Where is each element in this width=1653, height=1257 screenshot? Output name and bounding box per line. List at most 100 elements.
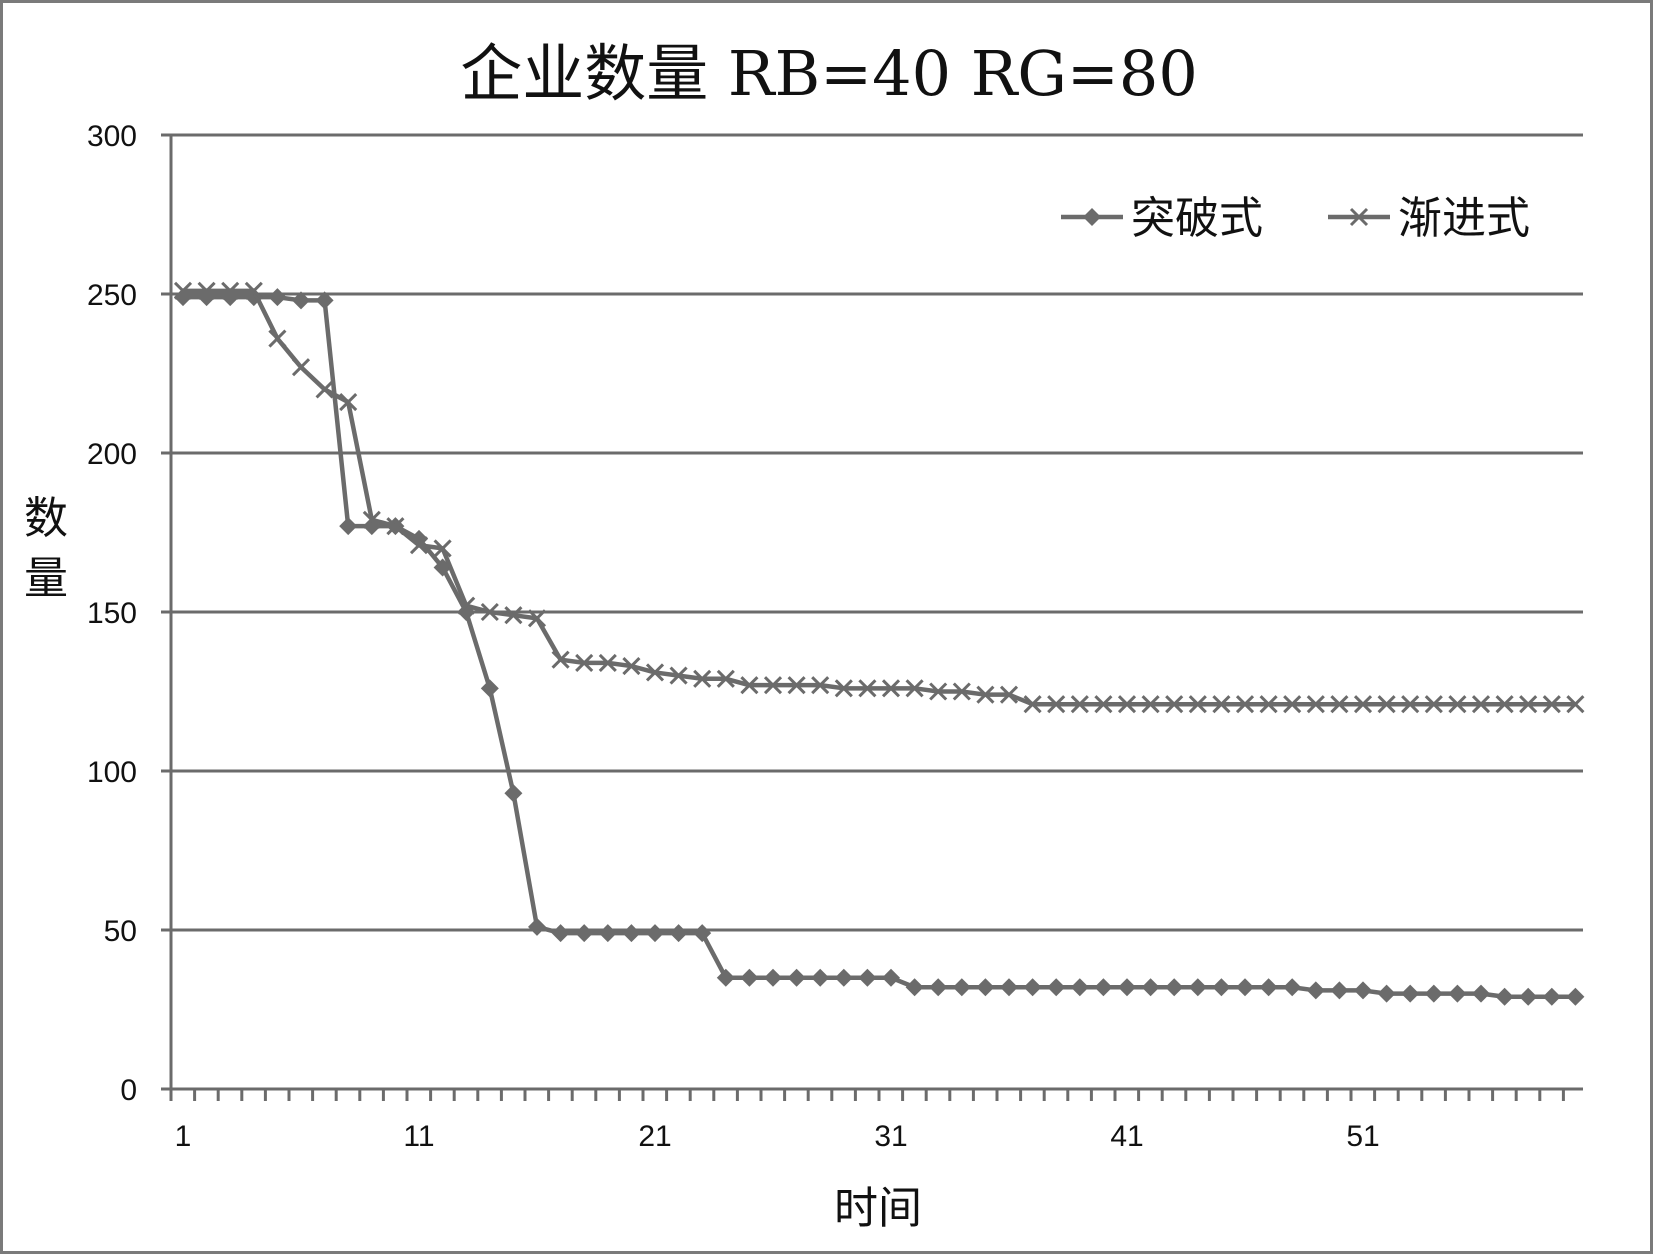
marker-stroke bbox=[315, 380, 334, 399]
y-axis-label: 数 量 bbox=[24, 493, 68, 604]
marker-stroke bbox=[693, 669, 712, 688]
marker-stroke bbox=[291, 358, 311, 377]
marker-stroke bbox=[504, 606, 523, 625]
diamond-point bbox=[1283, 978, 1302, 997]
diamond-point bbox=[787, 968, 806, 987]
x-point bbox=[1519, 695, 1538, 714]
y-tick-label: 150 bbox=[87, 597, 137, 630]
diamond-point bbox=[1236, 978, 1254, 997]
diamond-point bbox=[551, 924, 570, 943]
marker-stroke bbox=[173, 281, 193, 300]
marker-stroke bbox=[881, 679, 901, 698]
legend-item: 渐进式 bbox=[1328, 193, 1530, 244]
x-point bbox=[787, 676, 806, 695]
diamond-point bbox=[315, 291, 334, 310]
marker-stroke bbox=[1495, 695, 1514, 714]
diamond-point bbox=[622, 924, 641, 943]
marker-stroke bbox=[386, 517, 405, 536]
series-1 bbox=[174, 288, 1585, 1006]
x-tick-label: 21 bbox=[638, 1120, 671, 1153]
x-tick-label: 31 bbox=[874, 1120, 907, 1153]
series-line bbox=[183, 288, 1576, 707]
diamond-point bbox=[716, 968, 735, 987]
legend-marker bbox=[1083, 208, 1101, 226]
x-point bbox=[480, 602, 499, 622]
diamond-point bbox=[764, 968, 782, 987]
diamond-point bbox=[1495, 987, 1514, 1006]
marker-stroke bbox=[1471, 695, 1491, 714]
x-point bbox=[1023, 695, 1042, 714]
diamond-point bbox=[1118, 978, 1136, 997]
diamond-point bbox=[575, 924, 594, 943]
x-point bbox=[1495, 695, 1514, 714]
diamond-point bbox=[292, 291, 310, 310]
marker-stroke bbox=[1283, 695, 1302, 714]
x-point bbox=[669, 666, 688, 685]
marker-stroke bbox=[1330, 695, 1349, 714]
x-point bbox=[976, 685, 995, 704]
legend-marker bbox=[1349, 207, 1369, 227]
x-point bbox=[362, 510, 381, 529]
x-point bbox=[622, 656, 641, 676]
marker-stroke bbox=[976, 685, 995, 704]
x-tick-label: 51 bbox=[1346, 1120, 1379, 1153]
marker-stroke bbox=[811, 676, 830, 695]
diamond-point bbox=[339, 517, 358, 536]
diamond-point bbox=[976, 978, 995, 997]
marker-stroke bbox=[362, 510, 381, 529]
diamond-point bbox=[1401, 984, 1420, 1003]
x-point bbox=[1212, 695, 1231, 714]
y-axis-label-char-2: 量 bbox=[24, 553, 68, 604]
x-point bbox=[1353, 695, 1373, 714]
diamond-point bbox=[528, 917, 546, 936]
x-point bbox=[457, 596, 476, 615]
diamond-point bbox=[1259, 978, 1278, 997]
y-tick-label: 0 bbox=[120, 1074, 137, 1107]
marker-stroke bbox=[1188, 695, 1207, 714]
x-point bbox=[1424, 695, 1443, 714]
marker-stroke bbox=[221, 281, 240, 300]
x-point bbox=[645, 663, 665, 682]
y-tick-label: 250 bbox=[87, 279, 137, 312]
marker-stroke bbox=[1212, 695, 1231, 714]
diamond-point bbox=[1424, 984, 1443, 1003]
x-point bbox=[716, 669, 735, 688]
x-point bbox=[197, 281, 216, 300]
marker-stroke bbox=[244, 281, 263, 300]
x-point bbox=[268, 329, 287, 348]
y-tick-label: 100 bbox=[87, 756, 137, 789]
legend-label: 渐进式 bbox=[1398, 193, 1530, 244]
diamond-point bbox=[1212, 978, 1231, 997]
marker-stroke bbox=[1165, 695, 1184, 714]
diamond-point bbox=[1000, 978, 1018, 997]
x-point bbox=[1235, 695, 1255, 714]
x-point bbox=[1377, 695, 1396, 714]
marker-stroke bbox=[1377, 695, 1396, 714]
marker-stroke bbox=[1235, 695, 1255, 714]
marker-stroke bbox=[1566, 695, 1585, 714]
x-point bbox=[291, 358, 311, 377]
diamond-point bbox=[740, 968, 759, 987]
x-point bbox=[1259, 695, 1278, 714]
x-point bbox=[929, 682, 948, 701]
marker-stroke bbox=[409, 536, 429, 555]
marker-stroke bbox=[622, 656, 641, 676]
diamond-point bbox=[858, 968, 877, 987]
diamond-point bbox=[1047, 978, 1066, 997]
marker-stroke bbox=[787, 676, 806, 695]
marker-stroke bbox=[268, 329, 287, 348]
x-point bbox=[905, 679, 924, 698]
legend-item: 突破式 bbox=[1061, 193, 1263, 244]
x-point bbox=[693, 669, 712, 688]
marker-stroke bbox=[905, 679, 924, 698]
marker-stroke bbox=[858, 679, 877, 698]
marker-stroke bbox=[1141, 695, 1160, 714]
marker-stroke bbox=[1094, 695, 1113, 714]
marker-stroke bbox=[433, 539, 452, 558]
x-point bbox=[386, 517, 405, 536]
series-lines bbox=[173, 281, 1585, 1006]
diamond-point bbox=[480, 679, 499, 698]
x-point bbox=[339, 393, 358, 412]
x-point bbox=[1306, 695, 1325, 714]
